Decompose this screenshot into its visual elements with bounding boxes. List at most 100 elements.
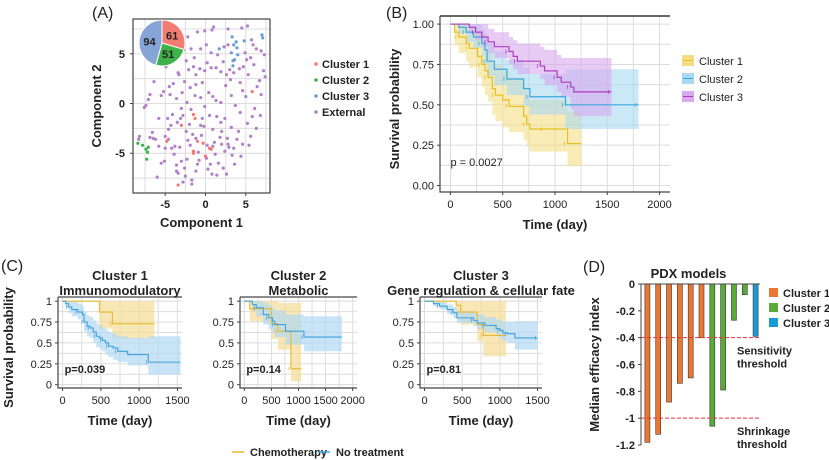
scatter-point [193,116,197,121]
scatter-point [249,134,253,138]
scatter-point [193,93,197,98]
y-tick-label: 0.75 [31,317,52,329]
scatter-point [203,29,207,33]
subplot-title-line1: Cluster 2 [271,268,327,283]
scatter-point [237,67,241,71]
y-tick-label: -0.8 [616,386,635,398]
scatter-point [233,103,237,108]
y-tick-label: -1.2 [616,440,635,452]
x-tick-label: 500 [92,395,110,407]
scatter-point [198,67,202,71]
panel-b: (B) 0 500 1000 1500 2000 0.00 0.25 0.50 0.75 1.00 T… [386,5,743,232]
scatter-point [153,137,158,141]
panel-a-label: (A) [92,5,113,22]
legend-label: Cluster 1 [699,56,743,68]
y-tick-label: 0.75 [393,317,414,329]
x-tick-label: 1500 [595,199,619,211]
x-axis-label-b: Time (day) [523,217,588,232]
x-tick-label: 1000 [286,395,310,407]
scatter-point [151,136,155,140]
scatter-point [204,43,208,47]
scatter-point [239,154,243,158]
panel-d-label: (D) [583,259,605,276]
x-tick-label: 1500 [165,395,189,407]
x-tick-label: -5 [160,199,170,211]
scatter-point [210,28,214,32]
scatter-point [203,104,207,109]
scatter-point [166,116,170,121]
scatter-point [201,141,205,145]
scatter-point [189,107,193,112]
survival-curve-chemotherapy [62,300,155,325]
scatter-point [148,92,152,97]
scatter-point [212,140,216,144]
legend-label: Chemotherapy [250,447,328,459]
axes [239,297,357,389]
survival-curve-cluster-1 [450,23,582,145]
scatter-point [142,105,146,110]
plot-frame-a [132,18,271,194]
pie-slice [161,19,186,51]
scatter-point [240,26,244,30]
scatter-point [186,138,190,142]
ci-band-chemotherapy [62,301,155,339]
scatter-point [174,163,179,167]
y-axis-label-d: Median efficacy index [587,297,602,432]
y-tick-label: 0 [408,380,414,392]
x-tick-label: 1500 [525,395,549,407]
scatter-point [232,43,236,47]
scatter-point [238,81,242,85]
scatter-point [209,147,213,151]
x-tick-label: 500 [494,199,512,211]
scatter-point [257,79,262,83]
survival-curve-cluster-2 [450,23,639,106]
y-axis-label-c: Survival probability [1,286,16,407]
scatter-point [213,152,217,156]
scatter-point [177,73,181,77]
scatter-point [148,135,152,139]
p-value: p=0.14 [246,364,281,376]
legend-label: Cluster 3 [322,91,369,103]
axes [57,297,182,389]
y-axis-label-b: Survival probability [387,48,402,169]
pie-slice [138,19,163,66]
legend-label: No treatment [336,447,404,459]
subplot-2: 0 500 1000 1500 2000 0 0.25 0.5 0.75 1 Cluster 2Me… [213,268,365,428]
scatter-point [179,106,183,111]
y-tick-label: 0 [46,380,52,392]
scatter-point [159,161,163,165]
legend-label: Cluster 3 [783,318,829,330]
scatter-point [253,106,257,111]
scatter-point [224,172,229,176]
scatter-point [227,145,231,149]
scatter-point [205,143,209,147]
legend-marker [314,94,318,98]
x-axis-label: Time (day) [266,413,331,428]
y-tick-label: 5 [119,49,125,61]
scatter-point [229,51,233,55]
scatter-point [218,135,222,139]
scatter-point [182,80,187,84]
scatter-point [202,124,206,128]
scatter-point [226,27,230,31]
scatter-point [258,113,262,118]
scatter-point [232,71,236,75]
scatter-point [187,122,192,126]
scatter-point [165,139,169,143]
y-tick-label: 0.50 [413,100,434,112]
scatter-point [242,39,246,43]
y-tick-label: 0.5 [399,338,414,350]
points-cluster-1 [165,89,254,187]
scatter-point [179,159,183,163]
scatter-point [210,172,214,176]
x-tick-label: 0 [421,395,427,407]
scatter-point [144,147,148,151]
scatter-point [191,112,196,117]
scatter-point [232,162,237,166]
scatter-point [190,178,194,182]
scatter-point [211,127,215,131]
legend-c: Chemotherapy No treatment [232,447,404,459]
x-axis-label: Time (day) [449,413,514,428]
